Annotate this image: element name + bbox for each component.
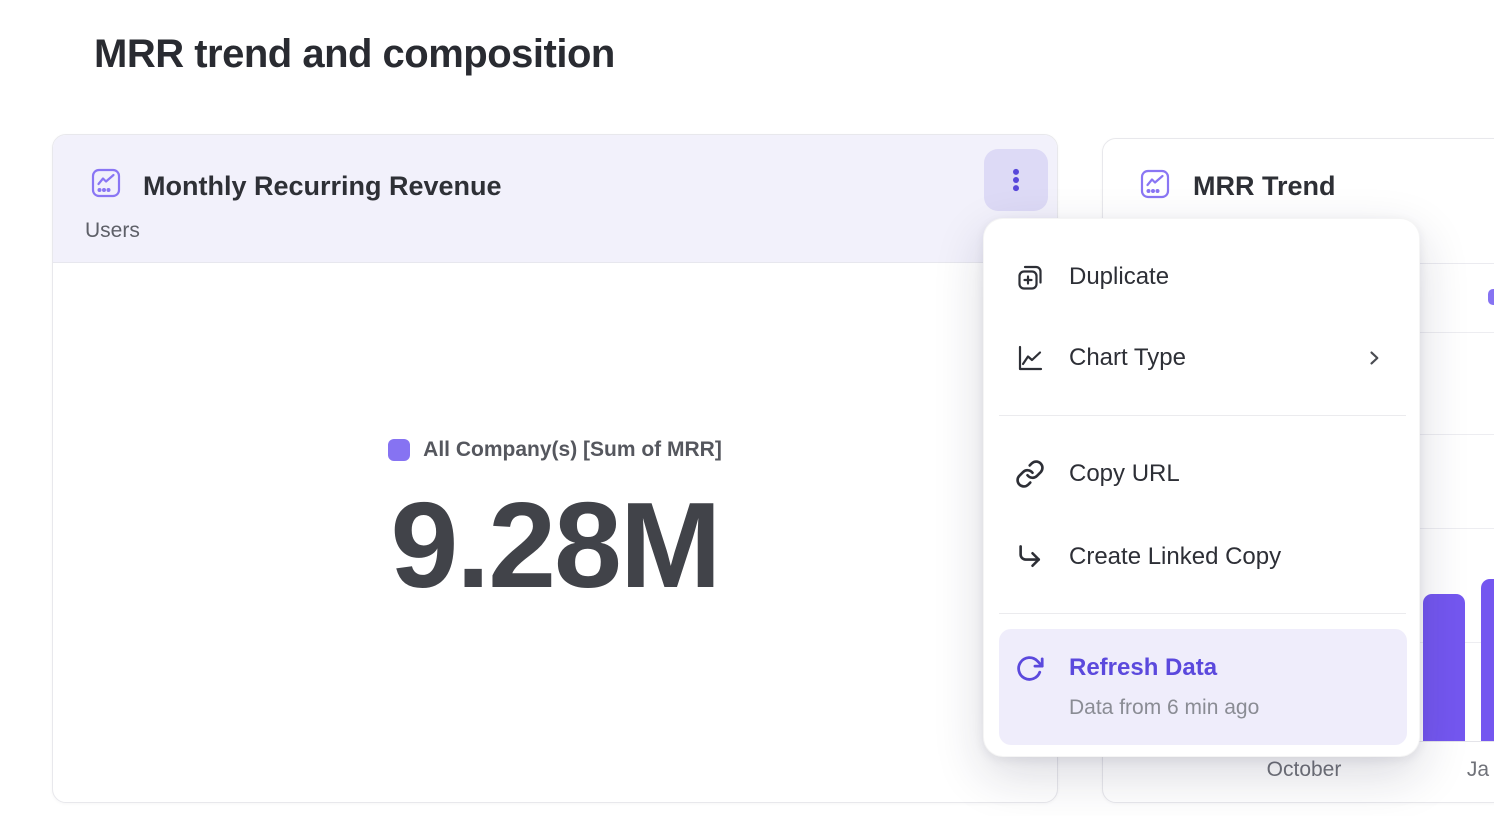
refresh-icon bbox=[1015, 654, 1044, 683]
mrr-card: Monthly Recurring Revenue Users All Comp… bbox=[52, 134, 1058, 803]
bar bbox=[1423, 594, 1465, 741]
menu-item-label: Duplicate bbox=[1069, 263, 1170, 290]
x-axis-label: October bbox=[1266, 758, 1342, 781]
duplicate-icon bbox=[1015, 262, 1045, 292]
menu-item-chart-type[interactable]: Chart Type bbox=[984, 328, 1419, 388]
chart-icon bbox=[91, 168, 121, 198]
mrr-card-header: Monthly Recurring Revenue Users bbox=[53, 135, 1057, 263]
legend-swatch bbox=[1488, 289, 1494, 305]
link-icon bbox=[1015, 459, 1045, 489]
menu-divider bbox=[999, 415, 1406, 416]
kebab-menu-icon bbox=[1001, 165, 1031, 195]
menu-item-label: Chart Type bbox=[1069, 344, 1186, 371]
card-context-menu: Duplicate Chart Type Copy URL bbox=[983, 218, 1420, 757]
menu-item-duplicate[interactable]: Duplicate bbox=[984, 247, 1419, 307]
chevron-right-icon bbox=[1364, 348, 1384, 368]
menu-item-create-linked-copy[interactable]: Create Linked Copy bbox=[984, 527, 1419, 587]
menu-item-label: Create Linked Copy bbox=[1069, 543, 1282, 570]
card-menu-button[interactable] bbox=[984, 149, 1048, 211]
menu-item-refresh-data[interactable]: Refresh Data Data from 6 min ago bbox=[999, 629, 1407, 745]
refresh-data-sublabel: Data from 6 min ago bbox=[1069, 696, 1260, 719]
mrr-card-title: Monthly Recurring Revenue bbox=[143, 171, 502, 201]
mrr-card-subtitle: Users bbox=[85, 219, 140, 242]
page-title: MRR trend and composition bbox=[94, 32, 615, 76]
refresh-data-label: Refresh Data bbox=[1069, 654, 1218, 681]
trend-card-title: MRR Trend bbox=[1193, 171, 1336, 201]
chart-icon bbox=[1140, 169, 1170, 199]
menu-item-label: Copy URL bbox=[1069, 460, 1180, 487]
mrr-value: 9.28M bbox=[390, 477, 721, 613]
menu-item-copy-url[interactable]: Copy URL bbox=[984, 444, 1419, 504]
legend-swatch bbox=[388, 439, 411, 461]
x-axis-label: Ja bbox=[1466, 758, 1490, 781]
menu-divider bbox=[999, 613, 1406, 614]
corner-down-right-icon bbox=[1015, 542, 1045, 572]
chart-type-icon bbox=[1015, 343, 1045, 373]
mrr-card-body: All Company(s) [Sum of MRR] 9.28M bbox=[53, 264, 1057, 804]
legend: All Company(s) [Sum of MRR] bbox=[388, 438, 722, 462]
bar bbox=[1481, 579, 1494, 741]
legend-label: All Company(s) [Sum of MRR] bbox=[423, 438, 722, 461]
